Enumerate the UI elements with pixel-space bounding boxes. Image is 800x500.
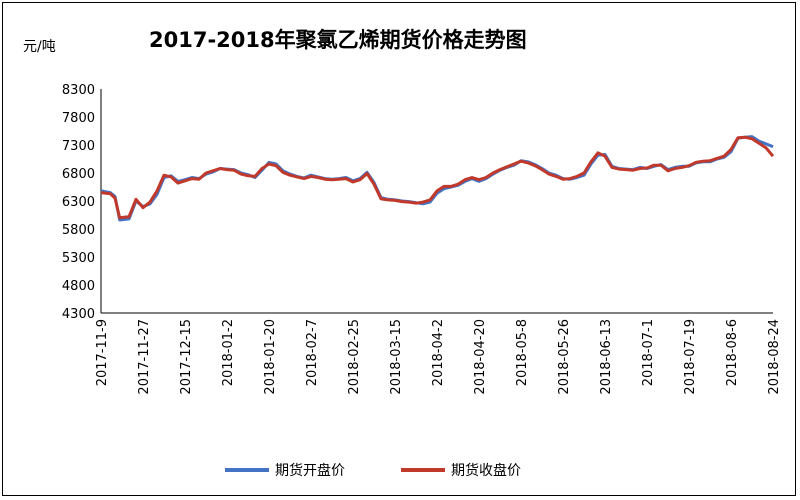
y-tick-label: 5300 [62,251,95,266]
x-tick-label: 2017-11-27 [137,319,152,395]
x-tick-label: 2018-04-20 [473,319,488,395]
x-tick-label: 2018-07-19 [683,319,698,395]
legend: 期货开盘价 期货收盘价 [225,462,521,479]
x-tick-label: 2018-01-2 [221,319,236,386]
legend-label: 期货收盘价 [451,462,521,479]
price-chart: 元/吨 2017-2018年聚氯乙烯期货价格走势图 4300 4800 5300 58… [23,28,782,479]
y-tick-label: 5800 [62,223,95,238]
y-tick-label: 4300 [62,307,95,322]
y-tick-label: 4800 [62,279,95,294]
series-line-close [100,135,775,220]
chart-title: 2017-2018年聚氯乙烯期货价格走势图 [149,28,527,52]
x-tick-label: 2018-08-24 [767,319,782,395]
y-tick-label: 6300 [62,195,95,210]
plot-area [100,135,775,222]
y-tick-label: 6800 [62,167,95,182]
y-axis: 4300 4800 5300 5800 6300 6800 7300 7800 8300 [62,83,102,322]
x-tick-label: 2018-07-1 [641,319,656,386]
legend-label: 期货开盘价 [275,462,345,479]
x-tick-label: 2018-05-8 [515,319,530,386]
x-tick-label: 2017-12-15 [179,319,194,395]
x-tick-label: 2018-02-7 [305,319,320,386]
x-tick-label: 2018-01-20 [263,319,278,395]
x-tick-label: 2018-06-13 [599,319,614,395]
y-tick-label: 7800 [62,111,95,126]
x-tick-label: 2017-11-9 [95,319,110,386]
x-tick-label: 2018-04-2 [431,319,446,386]
x-tick-label: 2018-02-25 [347,319,362,395]
x-tick-label: 2018-08-6 [725,319,740,386]
y-tick-label: 8300 [62,83,95,98]
x-tick-label: 2018-05-26 [557,319,572,395]
x-tick-label: 2018-03-15 [389,319,404,395]
x-axis: 2017-11-9 2017-11-27 2017-12-15 2018-01-2 20… [95,312,782,395]
y-tick-label: 7300 [62,139,95,154]
y-unit-label: 元/吨 [23,39,56,55]
